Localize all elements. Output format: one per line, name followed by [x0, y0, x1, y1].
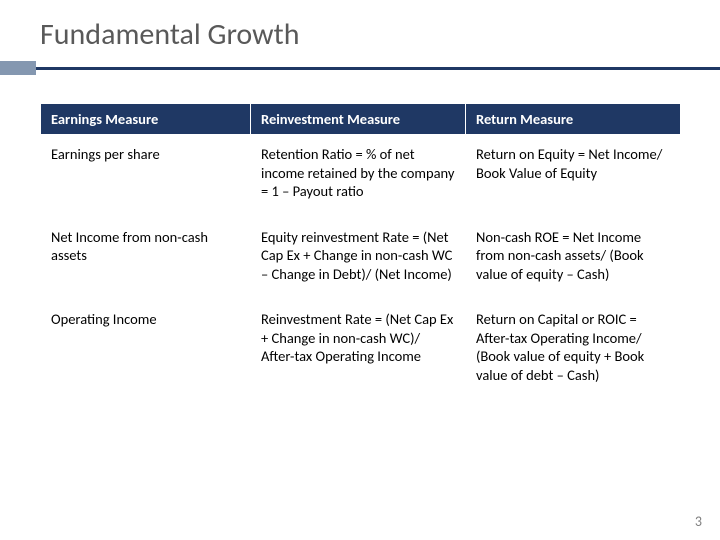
cell: Return on Capital or ROIC = After-tax Op… — [466, 300, 681, 401]
growth-table: Earnings Measure Reinvestment Measure Re… — [40, 103, 681, 401]
underline-bar — [0, 67, 720, 70]
table-row: Earnings per share Retention Ratio = % o… — [41, 135, 681, 218]
cell: Operating Income — [41, 300, 251, 401]
page-title: Fundamental Growth — [0, 0, 720, 61]
cell: Equity reinvestment Rate = (Net Cap Ex +… — [251, 217, 466, 300]
table-header-row: Earnings Measure Reinvestment Measure Re… — [41, 104, 681, 135]
cell: Net Income from non-cash assets — [41, 217, 251, 300]
page-number: 3 — [695, 513, 702, 530]
cell: Non-cash ROE = Net Income from non-cash … — [466, 217, 681, 300]
cell: Reinvestment Rate = (Net Cap Ex + Change… — [251, 300, 466, 401]
table-row: Net Income from non-cash assets Equity r… — [41, 217, 681, 300]
underline-accent — [0, 61, 36, 75]
col-header-return: Return Measure — [466, 104, 681, 135]
cell: Return on Equity = Net Income/ Book Valu… — [466, 135, 681, 218]
cell: Earnings per share — [41, 135, 251, 218]
table-row: Operating Income Reinvestment Rate = (Ne… — [41, 300, 681, 401]
title-underline — [0, 61, 720, 75]
col-header-reinvestment: Reinvestment Measure — [251, 104, 466, 135]
cell: Retention Ratio = % of net income retain… — [251, 135, 466, 218]
col-header-earnings: Earnings Measure — [41, 104, 251, 135]
